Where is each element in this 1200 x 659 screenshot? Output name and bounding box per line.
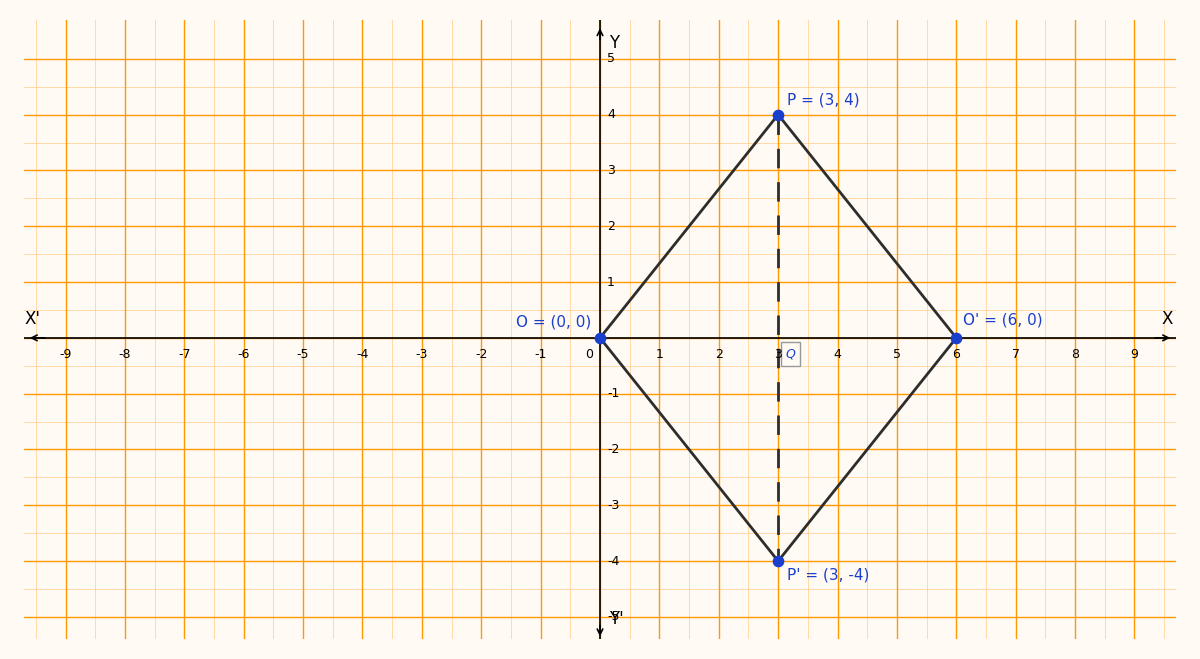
Text: -5: -5 xyxy=(296,348,310,361)
Text: 4: 4 xyxy=(834,348,841,361)
Text: -7: -7 xyxy=(178,348,191,361)
Point xyxy=(947,333,966,343)
Text: -8: -8 xyxy=(119,348,131,361)
Text: 5: 5 xyxy=(893,348,901,361)
Text: -4: -4 xyxy=(356,348,368,361)
Point xyxy=(768,109,787,120)
Text: 2: 2 xyxy=(607,219,616,233)
Text: 6: 6 xyxy=(953,348,960,361)
Text: -1: -1 xyxy=(607,387,619,400)
Text: P = (3, 4): P = (3, 4) xyxy=(787,93,859,108)
Text: -9: -9 xyxy=(59,348,72,361)
Text: 8: 8 xyxy=(1072,348,1079,361)
Point xyxy=(590,333,610,343)
Text: 1: 1 xyxy=(655,348,664,361)
Text: 7: 7 xyxy=(1012,348,1020,361)
Bar xyxy=(781,342,800,366)
Text: Q: Q xyxy=(786,347,796,360)
Text: 1: 1 xyxy=(607,275,616,289)
Point xyxy=(768,556,787,566)
Text: -1: -1 xyxy=(534,348,547,361)
Text: O = (0, 0): O = (0, 0) xyxy=(516,314,592,330)
Text: -3: -3 xyxy=(415,348,428,361)
Text: -3: -3 xyxy=(607,499,619,512)
Text: 2: 2 xyxy=(715,348,722,361)
Text: Y: Y xyxy=(608,34,619,51)
Text: 3: 3 xyxy=(607,164,616,177)
Text: -6: -6 xyxy=(238,348,250,361)
Text: -2: -2 xyxy=(607,443,619,456)
Text: 5: 5 xyxy=(607,52,616,65)
Text: -2: -2 xyxy=(475,348,487,361)
Text: 9: 9 xyxy=(1130,348,1139,361)
Text: -5: -5 xyxy=(607,610,619,623)
Text: X': X' xyxy=(25,310,41,328)
Text: Y': Y' xyxy=(608,610,624,628)
Text: O' = (6, 0): O' = (6, 0) xyxy=(964,313,1043,328)
Text: -4: -4 xyxy=(607,555,619,567)
Text: 4: 4 xyxy=(607,108,616,121)
Text: P' = (3, -4): P' = (3, -4) xyxy=(787,568,870,583)
Text: 3: 3 xyxy=(774,348,782,361)
Text: 0: 0 xyxy=(584,348,593,361)
Text: X: X xyxy=(1162,310,1172,328)
